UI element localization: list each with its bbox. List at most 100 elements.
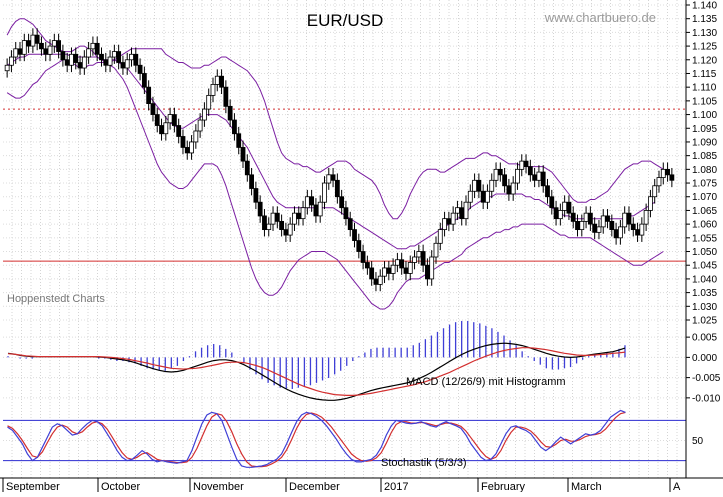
candle [309,196,315,206]
candle [425,264,430,280]
x-tick-label: February [481,481,526,492]
price-tick-label: 1.035 [692,288,717,299]
candle [103,59,109,66]
candle [300,207,306,220]
candle [124,59,130,69]
macd-signal-line [7,347,626,396]
candle [262,215,267,231]
candle [4,64,10,72]
chart-title: EUR/USD [307,11,384,30]
candle [296,212,302,220]
price-tick-label: 1.095 [692,124,717,135]
candle [596,226,602,233]
candle [90,42,96,50]
candle [184,147,190,154]
candle [206,94,212,110]
candle [407,262,413,274]
bollinger-lower-line [6,59,664,310]
candle [202,108,207,121]
candle [583,212,589,222]
candle [450,212,456,225]
candle [253,188,259,203]
candle [515,168,520,184]
stochastic-label: Stochastik (5/3/3) [381,457,467,469]
candle [570,212,576,222]
candle [73,53,79,63]
candle [485,190,490,203]
price-tick-label: 1.085 [692,151,717,162]
candle [562,201,568,211]
candle [81,56,87,69]
macd-tick-label: 0.000 [692,353,717,364]
price-tick-label: 1.125 [692,42,717,53]
candle [287,223,293,236]
candle [219,75,224,88]
candle [111,51,117,58]
candle [279,220,285,231]
watermark-text: www.chartbuero.de [544,10,656,25]
price-tick-label: 1.130 [692,28,717,39]
candle [146,86,152,105]
candle [56,40,62,52]
candle [326,174,332,184]
candle [69,53,74,66]
candle [163,122,169,135]
candle [347,218,353,231]
candle [30,34,36,47]
candle [223,86,229,107]
candle [360,251,366,263]
candle [545,185,550,198]
candle [652,185,658,198]
candle [553,207,559,220]
candle [77,62,83,69]
candle [643,210,649,225]
candle [317,201,323,217]
x-tick-label: October [101,481,140,492]
candle [617,226,623,239]
price-tick-label: 1.075 [692,179,717,190]
candle [480,190,486,203]
candle [472,179,477,192]
candle [566,201,572,214]
macd-panel: MACD (12/26/9) mit Histogramm [7,320,626,401]
candle [47,45,53,55]
x-tick-label: December [289,481,340,492]
candle [9,56,14,66]
candle [635,229,640,236]
candle [51,40,57,47]
candle [489,179,495,192]
candle [390,264,396,274]
candle [382,267,387,277]
x-tick-label: 2017 [384,481,408,492]
candle [99,53,104,61]
candle [630,223,636,231]
candle [660,168,666,178]
candle [579,220,585,231]
candle [339,196,345,209]
price-tick-label: 1.065 [692,206,717,217]
candle [34,34,40,44]
candle [386,267,392,274]
candle [39,42,44,50]
candle [43,48,49,55]
candle [536,171,542,181]
candle [141,73,147,88]
candle [322,182,327,203]
candle [274,212,280,222]
price-tick-label: 1.120 [692,55,717,66]
price-tick-label: 1.115 [692,69,717,80]
price-tick-label: 1.050 [692,247,717,258]
candle [249,174,254,189]
candle [227,105,233,121]
candle [519,160,525,170]
candle [600,215,606,228]
candle [587,212,593,225]
candle [549,196,555,209]
price-tick-label: 1.045 [692,261,717,272]
candle [304,196,310,209]
candle [493,168,499,181]
candle [506,185,512,195]
price-tick-label: 1.055 [692,233,717,244]
